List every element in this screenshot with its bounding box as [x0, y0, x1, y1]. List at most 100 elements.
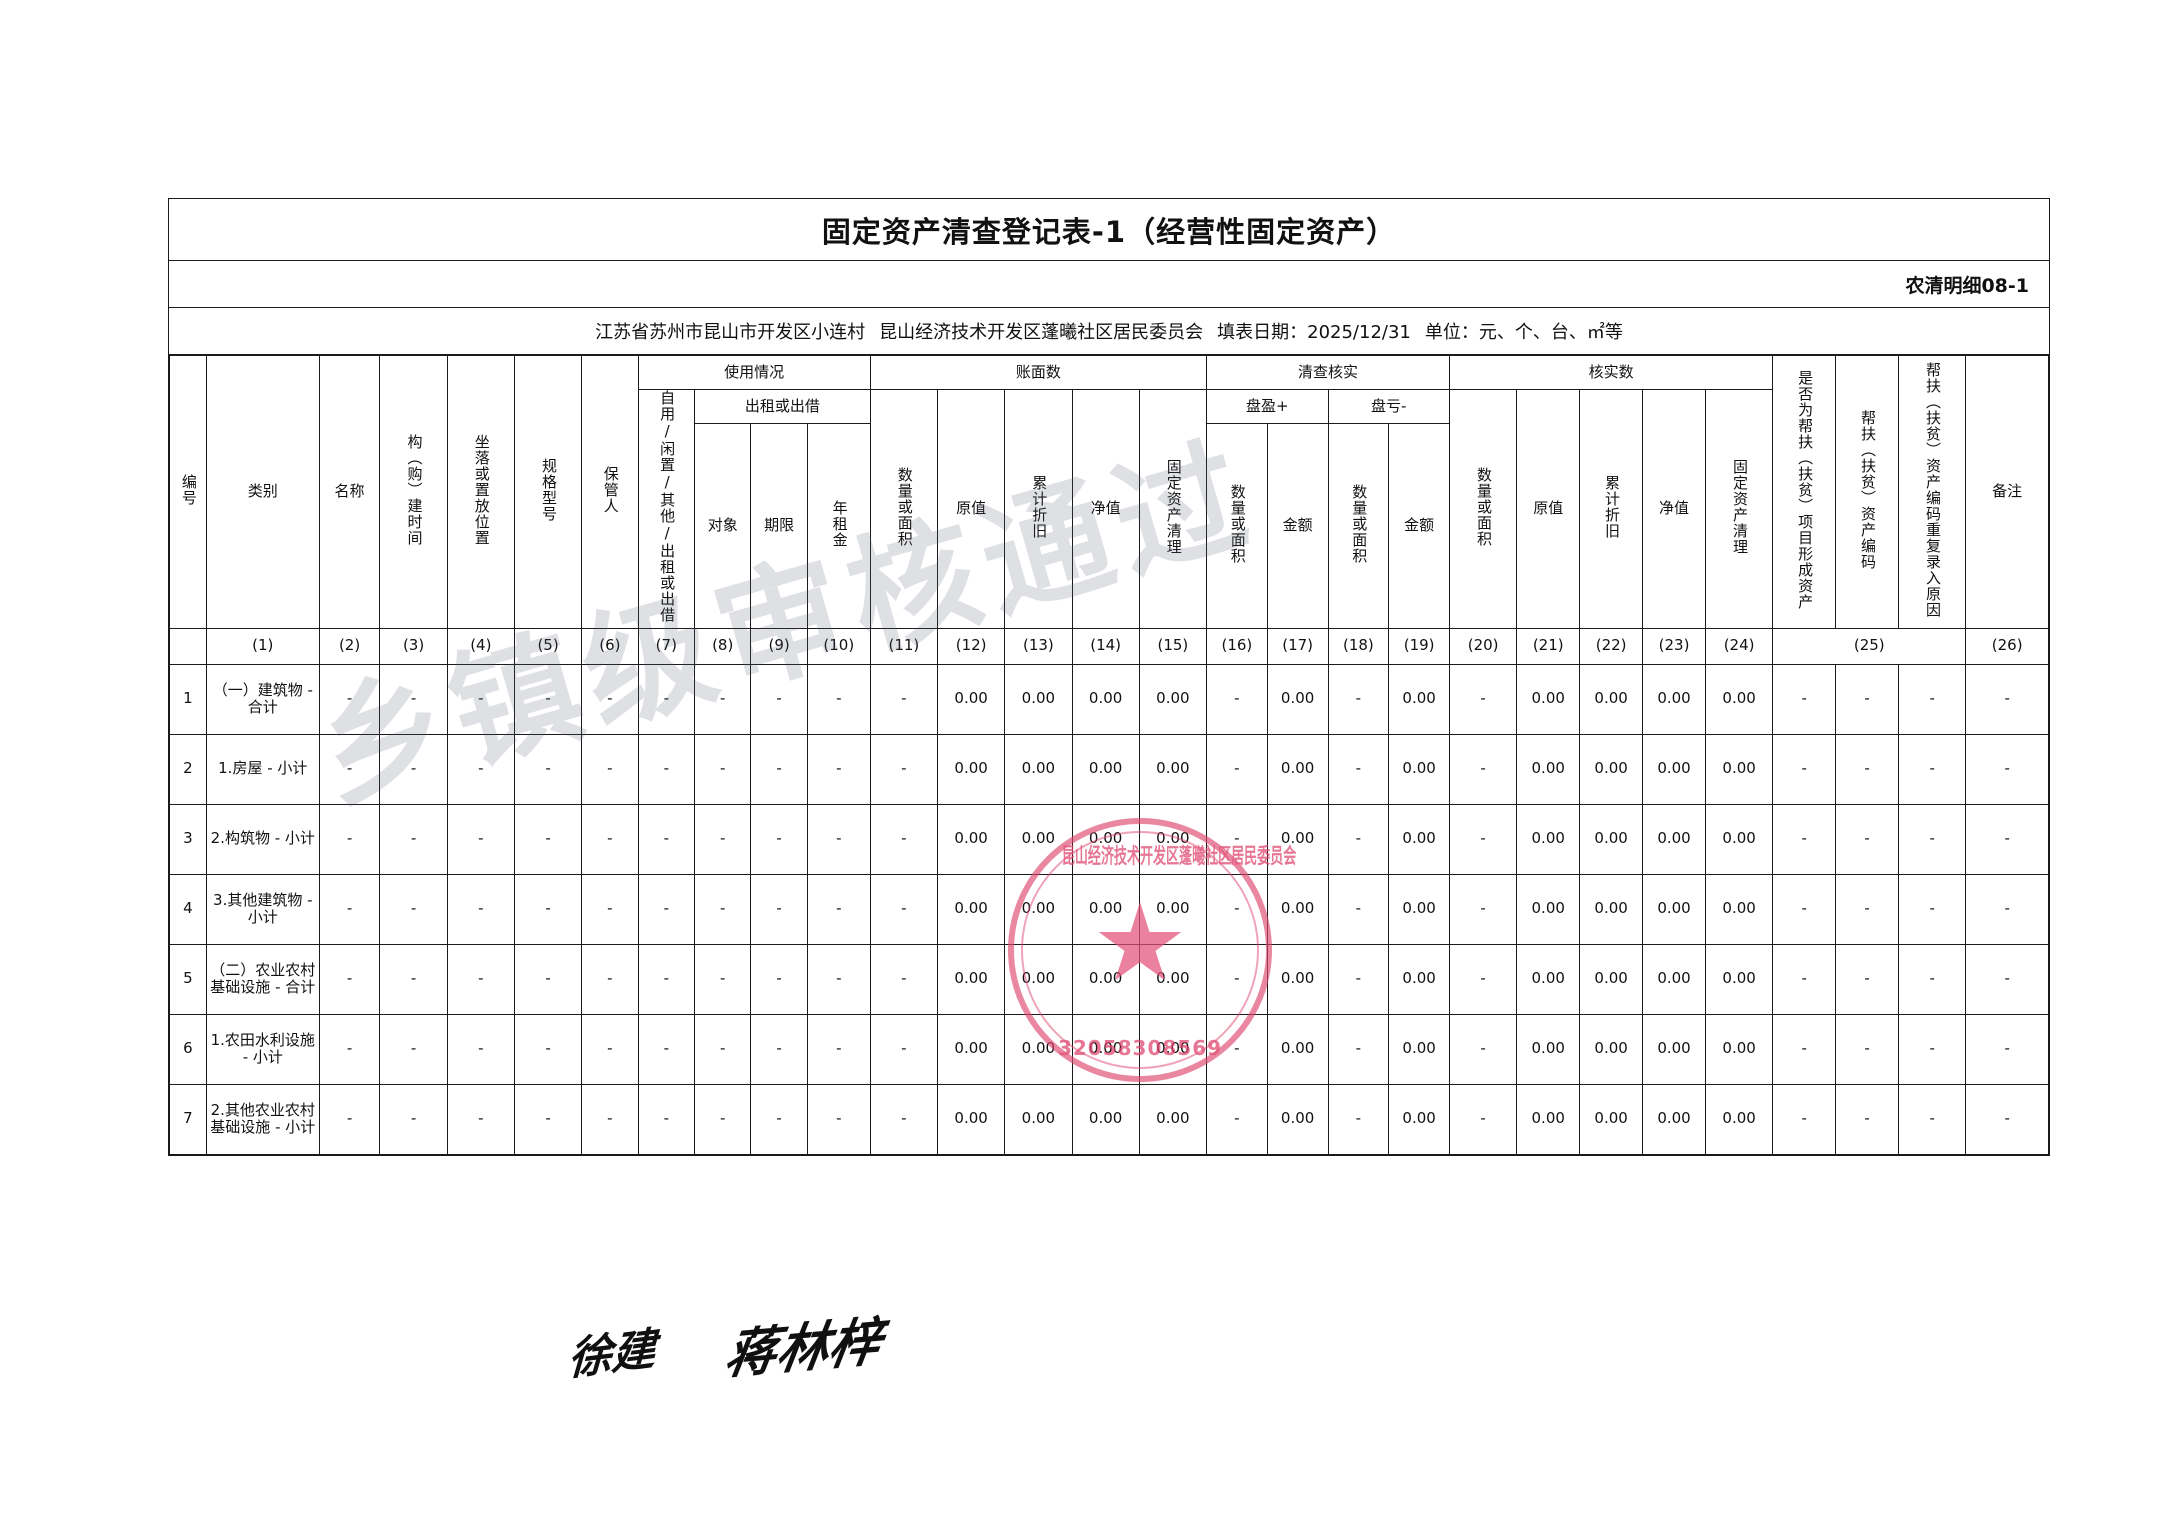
row-cell: -: [1835, 1013, 1900, 1085]
row-cell: 0.00: [1388, 1083, 1451, 1155]
row-cell: -: [637, 873, 696, 945]
row-cell: -: [581, 733, 639, 805]
row-cell: -: [1327, 873, 1390, 945]
row-cell: -: [1449, 663, 1518, 735]
table-row: 1 （一）建筑物 - 合计 - - - - - - - - - -0.00 0.00 0.00 0.00-0…: [169, 663, 2049, 735]
row-cell: -: [750, 733, 808, 805]
row-cell: -: [446, 1083, 515, 1155]
row-cell: 0.00: [1004, 803, 1073, 875]
row-cell: 0.00: [1004, 733, 1073, 805]
form-code: 农清明细08-1: [1905, 274, 2029, 297]
row-cell: 0.00: [1704, 803, 1774, 875]
row-cell: -: [1327, 1083, 1390, 1155]
row-category: （二）农业农村基础设施 - 合计: [205, 943, 320, 1015]
row-category: 2.构筑物 - 小计: [205, 803, 320, 875]
row-cell: 0.00: [936, 803, 1006, 875]
th-rent-object: 对象: [693, 423, 752, 629]
row-cell: 0.00: [1579, 1013, 1644, 1085]
row-cell: -: [637, 733, 696, 805]
seq-cell: (4): [446, 627, 515, 665]
row-cell: 0.00: [1704, 1013, 1774, 1085]
row-cell: -: [693, 663, 752, 735]
row-cell: -: [513, 1083, 583, 1155]
row-cell: -: [1772, 803, 1837, 875]
row-category: （一）建筑物 - 合计: [205, 663, 320, 735]
row-cell: -: [637, 1013, 696, 1085]
row-cell: 0.00: [1516, 733, 1581, 805]
row-cell: 0.00: [1071, 943, 1140, 1015]
row-cell: 0.00: [1004, 1013, 1073, 1085]
row-cell: -: [1206, 1013, 1268, 1085]
row-cell: -: [1327, 943, 1390, 1015]
row-cell: 0.00: [1642, 1013, 1706, 1085]
row-cell: 0.00: [1704, 663, 1774, 735]
row-cell: 0.00: [1642, 1083, 1706, 1155]
row-cell: -: [379, 1013, 448, 1085]
thgroup-shortage: 盘亏-: [1327, 389, 1451, 424]
row-cell: 0.00: [1138, 803, 1208, 875]
row-index: 6: [169, 1013, 207, 1085]
row-cell: -: [513, 1013, 583, 1085]
th-net-value-book: 净值: [1071, 389, 1140, 629]
row-cell: -: [1327, 1013, 1390, 1085]
seq-cell: (24): [1704, 627, 1774, 665]
table-row: 5 （二）农业农村基础设施 - 合计 - - - - - - - - - -0.00 0.00 0.00 0…: [169, 943, 2049, 1015]
row-cell: -: [1835, 803, 1900, 875]
seq-cell: (20): [1449, 627, 1518, 665]
form-frame: 固定资产清查登记表-1（经营性固定资产） 农清明细08-1 江苏省苏州市昆山市开…: [168, 198, 2050, 1156]
row-cell: 0.00: [1071, 803, 1140, 875]
row-cell: 0.00: [1388, 873, 1451, 945]
seq-cell: (25): [1772, 627, 1967, 665]
row-cell: -: [1898, 1013, 1967, 1085]
row-cell: -: [1965, 1013, 2049, 1085]
row-cell: 0.00: [936, 873, 1006, 945]
row-cell: -: [379, 733, 448, 805]
row-category: 3.其他建筑物 - 小计: [205, 873, 320, 945]
row-cell: -: [581, 873, 639, 945]
row-cell: 0.00: [1704, 733, 1774, 805]
row-cell: -: [446, 663, 515, 735]
row-cell: -: [379, 803, 448, 875]
row-cell: 0.00: [1388, 663, 1451, 735]
row-cell: -: [869, 733, 939, 805]
row-cell: 0.00: [936, 1013, 1006, 1085]
th-annual-rent: 年租金: [806, 423, 871, 629]
column-sequence-row: (1) (2) (3) (4) (5) (6) (7) (8) (9) (10)…: [169, 627, 2049, 665]
seq-cell: (23): [1642, 627, 1706, 665]
row-cell: 0.00: [1516, 943, 1581, 1015]
row-cell: -: [1206, 943, 1268, 1015]
row-cell: 0.00: [936, 1083, 1006, 1155]
th-spec-model: 规格型号: [513, 355, 583, 629]
seq-cell: (11): [869, 627, 939, 665]
seq-cell: (18): [1327, 627, 1390, 665]
seq-cell: (26): [1965, 627, 2049, 665]
row-cell: -: [379, 943, 448, 1015]
th-verified-disposal: 固定资产清理: [1704, 389, 1774, 629]
row-cell: -: [446, 1013, 515, 1085]
row-cell: -: [379, 873, 448, 945]
row-cell: -: [581, 943, 639, 1015]
table-row: 4 3.其他建筑物 - 小计 - - - - - - - - - -0.00 0.00 0.00 0.00-…: [169, 873, 2049, 945]
row-cell: -: [1772, 733, 1837, 805]
row-cell: -: [1327, 663, 1390, 735]
th-accum-depr-book: 累计折旧: [1004, 389, 1073, 629]
row-cell: -: [446, 803, 515, 875]
row-index: 2: [169, 733, 207, 805]
seq-cell: (17): [1266, 627, 1329, 665]
th-build-time: 构（购）建时间: [379, 355, 448, 629]
th-location: 坐落或置放位置: [446, 355, 515, 629]
row-cell: -: [1772, 1013, 1837, 1085]
th-poverty-code-dup-reason: 帮扶（扶贫）资产编码重复录入原因: [1898, 355, 1967, 629]
table-body: 1 （一）建筑物 - 合计 - - - - - - - - - -0.00 0.00 0.00 0.00-0…: [169, 663, 2049, 1155]
row-cell: -: [637, 663, 696, 735]
th-surplus-amount: 金额: [1266, 423, 1329, 629]
row-cell: 0.00: [1071, 1083, 1140, 1155]
row-cell: -: [318, 663, 381, 735]
row-cell: -: [806, 1013, 871, 1085]
row-category: 1.农田水利设施 - 小计: [205, 1013, 320, 1085]
seq-cell: (16): [1206, 627, 1268, 665]
row-cell: 0.00: [1642, 663, 1706, 735]
row-cell: -: [1835, 733, 1900, 805]
seq-cell: (7): [637, 627, 696, 665]
th-original-value-book: 原值: [936, 389, 1006, 629]
